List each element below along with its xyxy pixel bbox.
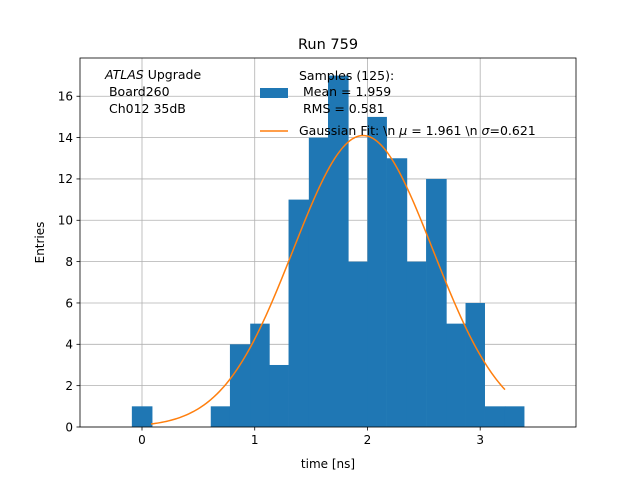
histogram-bar [229, 344, 251, 427]
histogram-bar [367, 116, 387, 428]
histogram-bar [328, 75, 349, 428]
legend-fit-prefix: Gaussian Fit: \n [299, 123, 399, 138]
y-axis-ticks: 0 2 4 6 8 10 12 14 16 [58, 90, 80, 434]
y-tick-label: 10 [58, 214, 73, 228]
histogram-bar [426, 178, 447, 427]
histogram-bars [131, 75, 525, 428]
y-tick-label: 6 [65, 296, 73, 310]
x-tick-label: 1 [251, 433, 259, 447]
histogram-bar [308, 137, 329, 427]
y-tick-label: 14 [58, 131, 73, 145]
histogram-bar [446, 323, 466, 427]
histogram-bar [348, 261, 368, 427]
y-tick-label: 12 [58, 172, 73, 186]
x-axis-label: time [ns] [301, 457, 355, 471]
annotation-suffix: Upgrade [144, 67, 202, 82]
legend-samples-line-2: Mean = 1.959 [299, 84, 391, 99]
histogram-bar [210, 406, 231, 427]
chart-title: Run 759 [298, 37, 358, 53]
histogram-bar [465, 302, 485, 427]
annotation-italic: ATLAS [104, 67, 144, 82]
y-tick-label: 8 [65, 255, 73, 269]
legend-samples-swatch [260, 88, 288, 98]
legend-fit-sigma: σ [482, 123, 491, 138]
annotation-line-2: Board260 [105, 84, 170, 99]
annotation-line-3: Ch012 35dB [105, 101, 186, 116]
y-tick-label: 16 [58, 90, 73, 104]
x-axis-ticks: 0 1 2 3 [138, 427, 484, 447]
y-tick-label: 2 [65, 379, 73, 393]
gaussian-fit-line [150, 134, 506, 425]
y-tick-label: 0 [65, 420, 73, 434]
legend-fit-suffix: =0.621 [489, 123, 535, 138]
histogram-bar [250, 323, 270, 427]
x-tick-label: 3 [476, 433, 484, 447]
histogram-bar [504, 406, 525, 427]
plot-frame [79, 57, 577, 428]
legend-samples-line-1: Samples (125): [299, 68, 394, 83]
legend-fit-mu: μ [398, 123, 407, 138]
y-tick-label: 4 [65, 338, 73, 352]
histogram-bar [288, 199, 310, 427]
legend: Samples (125): Mean = 1.959 RMS = 0.581 … [260, 68, 536, 138]
x-tick-label: 0 [138, 433, 146, 447]
annotation-line-1: ATLAS Upgrade [104, 67, 201, 82]
histogram-bar [406, 261, 427, 427]
x-tick-label: 2 [364, 433, 372, 447]
legend-fit-middle: = 1.961 \n [407, 123, 481, 138]
legend-fit-label: Gaussian Fit: \n μ = 1.961 \n σ=0.621 [299, 123, 536, 138]
legend-samples-line-3: RMS = 0.581 [299, 101, 385, 116]
histogram-bar [484, 406, 506, 427]
histogram-bar [386, 158, 408, 427]
histogram-bar [131, 406, 153, 427]
atlas-annotation: ATLAS Upgrade Board260 Ch012 35dB [104, 67, 201, 116]
histogram-bar [269, 364, 289, 427]
y-axis-label: Entries [33, 222, 47, 264]
